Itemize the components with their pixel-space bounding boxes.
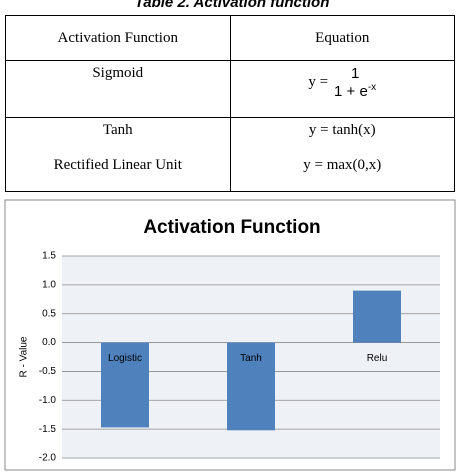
cell: y = 1 1 + e-x (229, 60, 455, 118)
chart-title: Activation Function (143, 217, 320, 238)
header-cell: Equation (229, 15, 455, 61)
y-tick-label: -0.5 (39, 366, 57, 377)
cell: Sigmoid (5, 60, 231, 118)
denominator: 1 + e (334, 83, 368, 100)
y-tick-label: 0.0 (42, 337, 56, 348)
x-tick-label: Relu (367, 353, 388, 364)
y-tick-label: -2.0 (39, 453, 57, 464)
caption: Table 2. Activation function (134, 0, 330, 11)
x-tick-label: Logistic (108, 353, 142, 364)
cell: Tanh Rectified Linear Unit (5, 117, 231, 192)
y-tick-label: 1.5 (42, 251, 56, 262)
numerator: 1 (350, 65, 360, 82)
y-tick-label: 0.5 (42, 308, 56, 319)
equation: y = tanh(x) (308, 122, 376, 138)
equation: y = max(0,x) (303, 157, 382, 173)
bar (101, 342, 149, 428)
cell: y = tanh(x) y = max(0,x) (229, 117, 455, 192)
equation-lhs: y = (308, 74, 329, 90)
name: Tanh (102, 122, 133, 138)
bar (227, 342, 275, 431)
name: Rectified Linear Unit (53, 157, 182, 173)
y-tick-label: -1.5 (39, 424, 57, 435)
bar (353, 290, 401, 343)
table: Activation Function Equation Sigmoid y = 1… (5, 15, 455, 192)
y-tick-label: -1.0 (39, 395, 57, 406)
x-tick-label: Tanh (240, 353, 262, 364)
y-tick-label: 1.0 (42, 279, 56, 290)
exponent: -x (367, 82, 377, 93)
header-cell: Activation Function (5, 15, 231, 61)
y-axis-label: R - Value (19, 336, 30, 377)
